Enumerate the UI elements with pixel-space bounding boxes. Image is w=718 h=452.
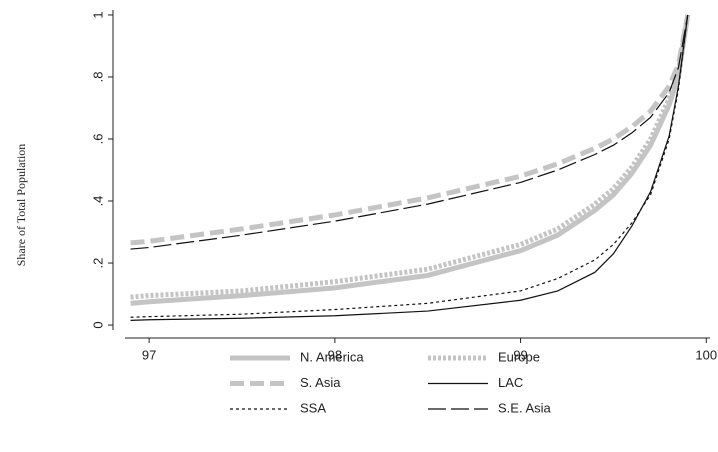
series-line (130, 14, 689, 250)
legend-label: SSA (300, 400, 326, 415)
y-tick-label: 1 (90, 11, 105, 18)
legend-label: S.E. Asia (498, 400, 552, 415)
y-tick-label: 0 (90, 321, 105, 328)
y-tick-label: .6 (90, 134, 105, 145)
x-tick-label: 100 (695, 347, 717, 362)
y-tick-label: .4 (90, 196, 105, 207)
x-tick-label: 98 (328, 347, 342, 362)
series-line (130, 14, 689, 321)
y-axis-title: Share of Total Population (14, 144, 28, 267)
x-tick-label: 97 (142, 347, 156, 362)
x-tick-label: 99 (513, 347, 527, 362)
y-tick-label: .2 (90, 258, 105, 269)
legend-label: N. America (300, 349, 364, 364)
series-line (130, 14, 691, 246)
legend-label: LAC (498, 375, 523, 390)
y-tick-label: .8 (90, 72, 105, 83)
legend-label: Europe (498, 349, 540, 364)
series-line (130, 14, 689, 318)
series-line (130, 14, 691, 306)
legend-label: S. Asia (300, 375, 341, 390)
series-line (130, 14, 691, 300)
